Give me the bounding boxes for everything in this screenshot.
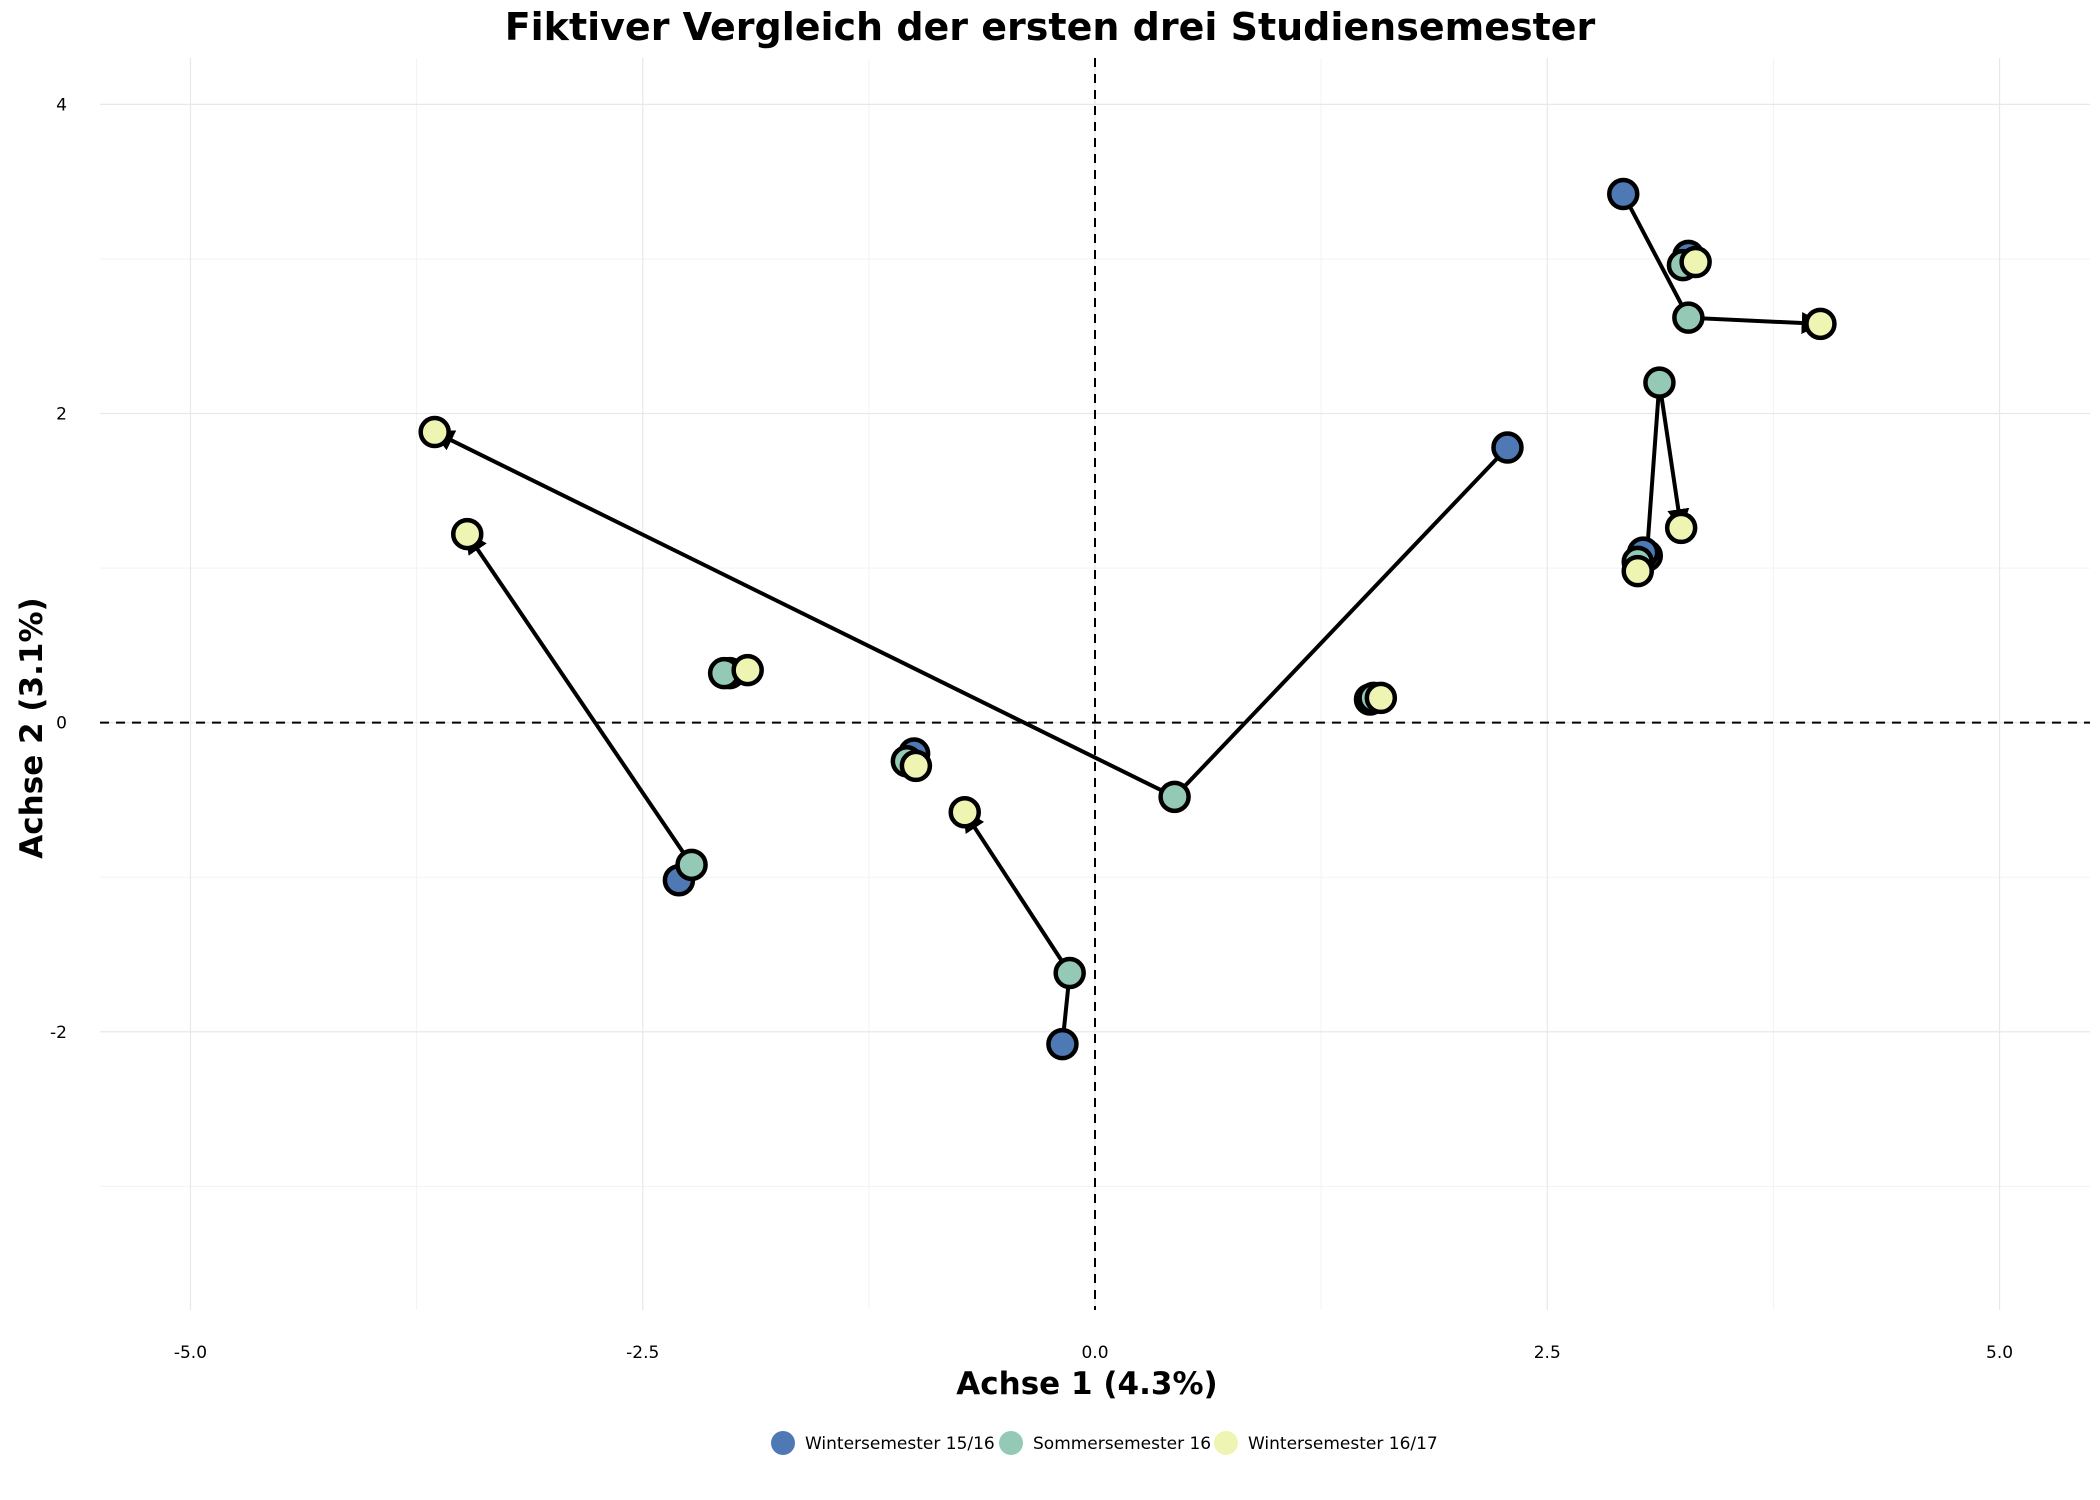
reference-lines [100,58,2090,1310]
y-tick-label: 4 [56,95,67,115]
point-wintersemester-16-17-9 [1364,681,1398,715]
y-axis-label: Achse 2 (3.1%) [14,597,50,858]
legend-swatch-wintersemester-16-17 [1214,1431,1238,1455]
point-sommersemester-16-4 [1053,956,1086,990]
y-tick-label: 2 [56,405,67,425]
data-points [418,177,1837,1061]
x-tick-label: 5.0 [1986,1343,2013,1363]
trajectory-path-3 [465,531,695,882]
point-wintersemester-16-17-8 [731,653,764,687]
chart-title: Fiktiver Vergleich der ersten drei Studi… [505,5,1596,49]
point-sommersemester-16-5 [1643,366,1676,399]
point-wintersemester-15-16-4 [1046,1027,1079,1061]
point-wintersemester-16-17-1 [1804,307,1837,341]
y-tick-label: 0 [56,714,67,734]
point-wintersemester-16-17-4 [948,796,981,829]
x-axis-label: Achse 1 (4.3%) [956,1366,1217,1402]
x-tick-label: 2.5 [1534,1343,1561,1363]
point-sommersemester-16-1 [1672,301,1705,334]
tick-labels: -5.0 -2.5 0.0 2.5 5.0 -2 0 2 4 [50,95,2013,1363]
x-tick-label: -2.5 [626,1343,659,1363]
point-wintersemester-16-17-6 [1679,245,1712,279]
point-wintersemester-16-17-3 [450,517,484,551]
point-wintersemester-16-17-2 [418,415,451,449]
point-wintersemester-16-17-10 [1621,554,1654,588]
y-tick-label: -2 [50,1023,67,1043]
legend-label-wintersemester-16-17: Wintersemester 16/17 [1248,1434,1438,1454]
legend-label-wintersemester-15-16: Wintersemester 15/16 [805,1434,995,1454]
legend: Wintersemester 15/16 Sommersemester 16 Win… [771,1431,1438,1455]
point-wintersemester-15-16-1 [1607,177,1640,211]
point-sommersemester-16-3 [675,848,708,882]
legend-swatch-wintersemester-15-16 [771,1431,795,1455]
point-wintersemester-16-17-5 [1664,511,1698,545]
x-tick-label: -5.0 [174,1343,207,1363]
legend-label-sommersemester-16: Sommersemester 16 [1033,1434,1211,1454]
legend-swatch-sommersemester-16 [999,1431,1023,1455]
point-wintersemester-16-17-7 [899,749,933,783]
trajectory-path-4 [962,809,1072,1045]
trajectory-path-2 [431,430,1509,800]
point-wintersemester-15-16-2 [1491,431,1524,464]
x-tick-label: 0.0 [1081,1343,1108,1363]
point-sommersemester-16-2 [1158,780,1191,814]
